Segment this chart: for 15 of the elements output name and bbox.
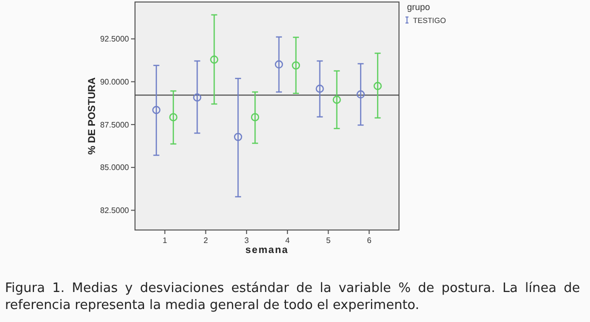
x-axis-title: semana — [245, 245, 289, 256]
y-tick-label: 82.5000 — [100, 206, 130, 216]
legend-title: grupo — [407, 2, 430, 12]
x-tick-label: 1 — [162, 236, 168, 245]
x-tick-label: 6 — [366, 236, 372, 245]
y-axis-title: % DE POSTURA — [87, 77, 98, 155]
x-tick-label: 2 — [203, 236, 208, 245]
x-tick-label: 5 — [326, 236, 332, 245]
x-tick-label: 4 — [285, 236, 290, 245]
x-tick-label: 3 — [244, 236, 250, 245]
y-tick-label: 85.0000 — [100, 163, 130, 172]
y-tick-label: 90.0000 — [100, 78, 130, 87]
text: Figura 1. Medias y desviaciones estándar de la variable % de postura. La línea de referencia representa la media general de todo el experimento. — [5, 280, 580, 314]
y-tick-label: 92.5000 — [100, 34, 130, 44]
y-tick-label: 87.5000 — [100, 120, 130, 130]
